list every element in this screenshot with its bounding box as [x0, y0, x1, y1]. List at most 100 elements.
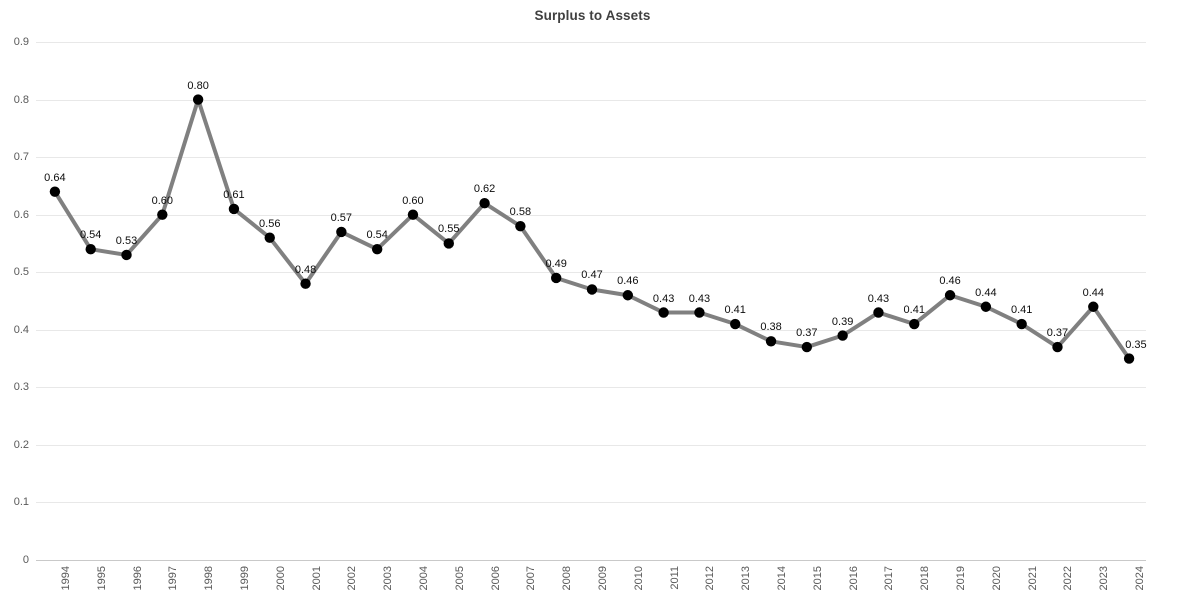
x-axis-tick-label: 2019: [955, 566, 968, 591]
data-point-label: 0.43: [688, 292, 711, 305]
x-axis-tick-label: 2002: [346, 566, 359, 591]
x-axis-tick-label: 2022: [1062, 566, 1075, 591]
y-axis-tick-label: 0.4: [13, 323, 29, 336]
data-point-marker: [1016, 318, 1027, 330]
data-point-marker: [944, 290, 956, 301]
x-axis-tick-label: 2017: [883, 566, 896, 591]
x-axis-tick-label: 2003: [382, 566, 395, 591]
x-axis-tick-label: 2008: [561, 566, 574, 591]
data-point-marker: [550, 272, 562, 284]
x-axis-tick-label: 2020: [990, 566, 1003, 591]
y-axis-tick-label: 0.8: [13, 93, 29, 106]
y-axis-tick-label: 0.5: [13, 266, 29, 279]
data-point-marker: [515, 220, 526, 232]
x-axis-tick-label: 1994: [59, 566, 72, 591]
gridline: [36, 502, 1146, 503]
series-markers: [49, 94, 1135, 364]
x-axis-tick-label: 1999: [238, 566, 251, 591]
data-point-label: 0.35: [1125, 338, 1147, 351]
data-point-marker: [443, 238, 454, 249]
x-axis-tick-label: 2004: [417, 566, 430, 591]
data-point-label: 0.47: [581, 269, 603, 282]
data-point-label: 0.53: [115, 234, 138, 247]
data-point-label: 0.41: [1010, 304, 1033, 317]
data-point-label: 0.41: [903, 304, 925, 317]
data-point-marker: [837, 330, 848, 341]
data-point-marker: [586, 284, 598, 295]
series-line: [52, 97, 1132, 361]
data-point-marker: [121, 249, 132, 261]
data-point-label: 0.37: [796, 327, 818, 340]
data-point-label: 0.54: [79, 229, 102, 242]
data-point-marker: [694, 307, 705, 318]
data-point-marker: [479, 197, 490, 209]
data-point-marker: [873, 307, 884, 318]
gridline: [36, 445, 1146, 446]
data-point-label: 0.60: [402, 194, 424, 207]
data-point-marker: [765, 336, 777, 347]
x-axis-tick-label: 2013: [740, 566, 753, 591]
x-axis-tick-label: 2016: [847, 566, 860, 591]
data-point-marker: [228, 203, 240, 215]
data-point-label: 0.48: [294, 263, 317, 276]
gridline: [36, 100, 1146, 101]
x-axis-tick-label: 2018: [919, 566, 932, 591]
data-point-label: 0.61: [223, 188, 245, 201]
x-axis-tick-label: 2001: [310, 566, 323, 591]
data-point-label: 0.54: [366, 229, 388, 242]
y-axis-tick-label: 0.3: [13, 381, 29, 394]
gridline: [36, 157, 1146, 158]
x-axis-line: [36, 560, 1146, 561]
x-axis-tick-label: 2010: [632, 566, 645, 591]
x-axis-tick-label: 1997: [167, 566, 180, 591]
data-point-marker: [300, 278, 311, 289]
data-point-label: 0.44: [1082, 286, 1104, 299]
data-point-label: 0.64: [44, 171, 66, 184]
data-point-label: 0.41: [724, 304, 746, 317]
x-axis-tick-label: 2007: [525, 566, 538, 591]
gridline: [36, 215, 1146, 216]
data-point-label: 0.56: [259, 217, 281, 230]
data-point-label: 0.55: [438, 223, 460, 236]
x-axis-tick-label: 2000: [274, 566, 287, 591]
x-axis-tick-label: 2021: [1026, 566, 1039, 591]
y-axis-tick-label: 0.9: [13, 36, 29, 48]
data-point-label: 0.43: [652, 292, 675, 305]
data-point-label: 0.49: [545, 257, 567, 270]
gridline: [36, 330, 1146, 331]
x-axis-tick-label: 2024: [1134, 566, 1147, 591]
data-point-marker: [85, 244, 96, 255]
y-axis-tick-label: 0: [22, 554, 29, 566]
x-axis-tick-label: 2023: [1098, 566, 1111, 591]
data-point-marker: [980, 301, 992, 312]
data-point-marker: [1088, 301, 1099, 312]
x-axis-tick-label: 2012: [704, 566, 717, 591]
x-axis-tick-label: 1996: [131, 566, 144, 591]
x-axis-tick-label: 2014: [776, 566, 789, 591]
gridline: [36, 42, 1146, 43]
data-point-marker: [264, 232, 275, 243]
data-point-marker: [371, 244, 383, 255]
data-point-label: 0.80: [187, 79, 209, 92]
data-point-label: 0.38: [760, 321, 782, 334]
x-axis-tick-label: 1995: [95, 566, 108, 591]
x-axis-tick-label: 2015: [811, 566, 824, 591]
data-point-marker: [730, 318, 741, 330]
data-point-label: 0.60: [151, 194, 174, 207]
x-axis-tick-label: 2006: [489, 566, 502, 591]
y-axis-tick-label: 0.1: [13, 496, 29, 509]
chart-title: Surplus to Assets: [534, 8, 651, 23]
gridline: [36, 387, 1146, 388]
data-point-label: 0.39: [831, 315, 854, 328]
data-point-label: 0.37: [1046, 327, 1069, 340]
data-point-label: 0.62: [473, 183, 496, 196]
data-point-label: 0.43: [867, 292, 890, 305]
data-point-marker: [1123, 353, 1135, 364]
data-point-label: 0.57: [330, 211, 353, 224]
data-point-marker: [622, 290, 634, 301]
data-point-label: 0.46: [939, 275, 961, 288]
x-axis-tick-label: 2011: [668, 566, 681, 590]
x-axis-tick-label: 2005: [453, 566, 466, 591]
x-axis-tick-label: 2009: [597, 566, 609, 591]
